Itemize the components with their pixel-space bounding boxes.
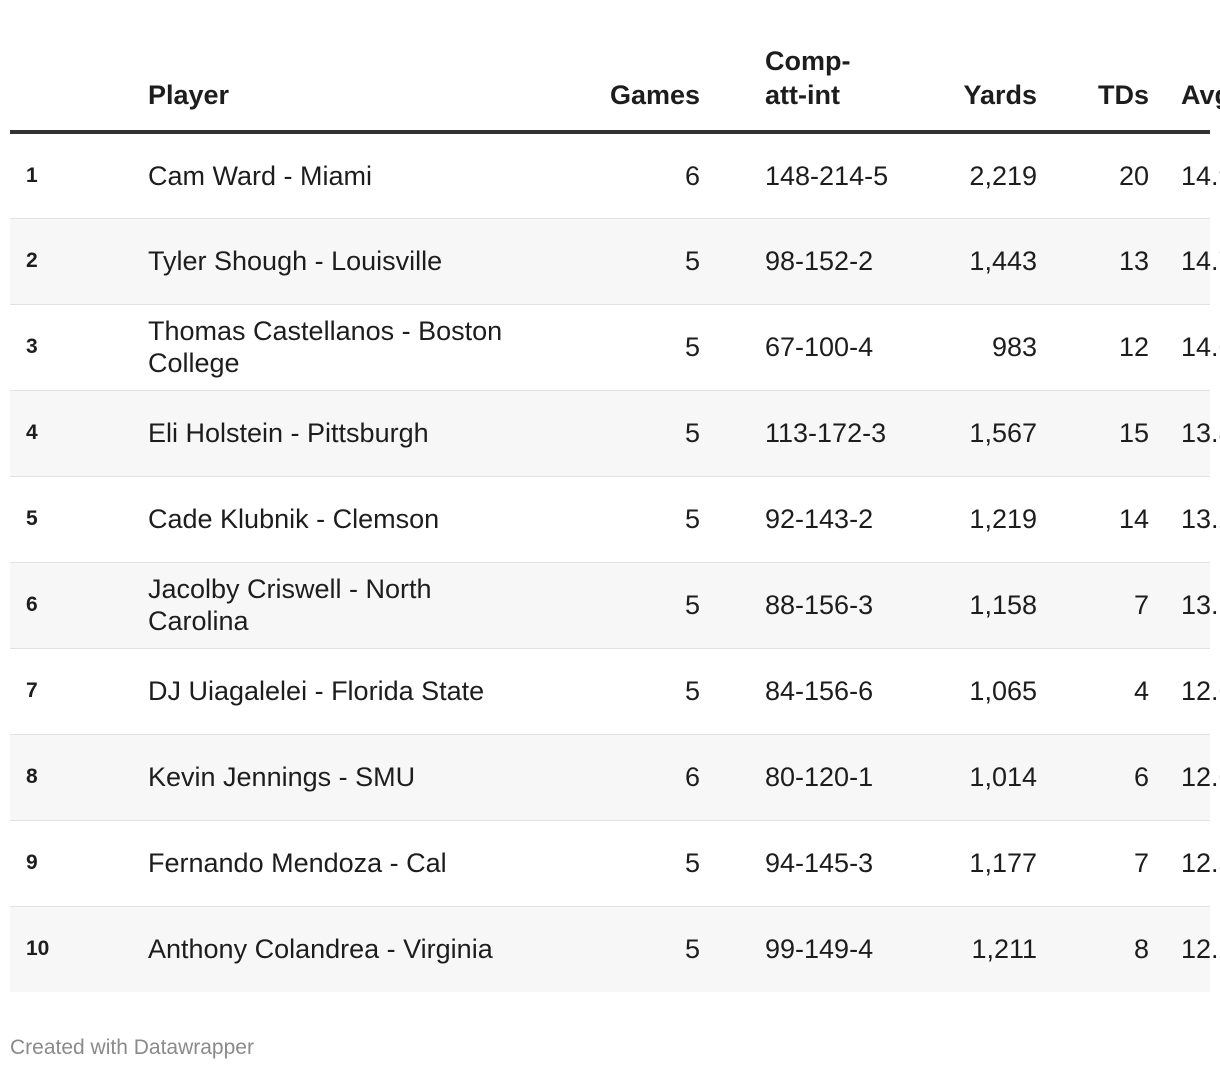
cell-games: 5 [564, 218, 716, 305]
cell-comp-att-int: 84-156-6 [716, 648, 901, 735]
cell-avg-per-completion: 13.16 [1165, 562, 1220, 649]
cell-avg-per-completion: 13.87 [1165, 390, 1220, 477]
table-header: Player Games Comp-att-int Yards TDs Avg/… [10, 36, 1220, 134]
cell-yards: 2,219 [901, 132, 1053, 219]
table-row: 3 Thomas Castellanos - Boston College 5 67-… [10, 304, 1220, 391]
table-row: 2 Tyler Shough - Louisville 5 98-152-2 1,443… [10, 218, 1220, 305]
cell-yards: 1,014 [901, 734, 1053, 821]
cell-comp-att-int: 99-149-4 [765, 934, 874, 965]
column-header-avg-per-completion: Avg/c [1165, 36, 1220, 134]
cell-avg-per-completion: 12.68 [1165, 648, 1220, 735]
cell-games: 5 [564, 648, 716, 735]
cell-rank: 1 [10, 132, 116, 219]
cell-tds: 8 [1133, 934, 1149, 965]
cell-avg-per-completion: 14.67 [1165, 304, 1220, 391]
column-header-games: Games [564, 36, 716, 134]
cell-rank: 7 [10, 648, 116, 735]
cell-tds: 13 [1053, 218, 1165, 305]
cell-tds: 12 [1053, 304, 1165, 391]
cell-avg-per-completion: 13.25 [1165, 476, 1220, 563]
cell-rank: 4 [10, 390, 116, 477]
cell-player: Cam Ward - Miami [116, 132, 564, 219]
cell-tds: 20 [1053, 132, 1165, 219]
cell-comp-att-int: 113-172-3 [716, 390, 901, 477]
cell-rank: 6 [10, 562, 116, 649]
column-header-player: Player [116, 36, 564, 134]
cell-games: 5 [564, 476, 716, 563]
cell-player: Kevin Jennings - SMU [116, 734, 564, 821]
cell-player: Thomas Castellanos - Boston College [116, 304, 564, 391]
cell-comp-att-int: 92-143-2 [716, 476, 901, 563]
datawrapper-credit: Created with Datawrapper [10, 1036, 254, 1059]
cell-yards: 1,219 [901, 476, 1053, 563]
cell-comp-att-int: 88-156-3 [716, 562, 901, 649]
cell-avg-per-completion: 12.23 [1181, 934, 1220, 965]
table-row: 4 Eli Holstein - Pittsburgh 5 113-172-3 1,56… [10, 390, 1220, 477]
cell-rank: 5 [10, 476, 116, 563]
cell-rank: 8 [10, 734, 116, 821]
cell-games: 5 [564, 390, 716, 477]
table-row: 5 Cade Klubnik - Clemson 5 92-143-2 1,219 14 1… [10, 476, 1220, 563]
column-header-tds: TDs [1053, 36, 1165, 134]
cell-comp-att-int: 148-214-5 [716, 132, 901, 219]
cell-rank: 10 [26, 937, 50, 961]
passing-stats-table: Player Games Comp-att-int Yards TDs Avg/… [10, 36, 1220, 992]
cell-games: 6 [564, 132, 716, 219]
cell-player: Tyler Shough - Louisville [116, 218, 564, 305]
cell-games: 5 [564, 820, 716, 907]
cell-comp-att-int: 67-100-4 [716, 304, 901, 391]
cell-tds: 15 [1053, 390, 1165, 477]
cell-avg-per-completion: 14.99 [1165, 132, 1220, 219]
cell-avg-per-completion: 14.72 [1165, 218, 1220, 305]
cell-player: Cade Klubnik - Clemson [116, 476, 564, 563]
cell-comp-att-int: 94-145-3 [716, 820, 901, 907]
cell-yards: 1,177 [901, 820, 1053, 907]
cell-games: 5 [684, 934, 700, 965]
cell-avg-per-completion: 12.52 [1165, 820, 1220, 907]
cell-yards: 1,443 [901, 218, 1053, 305]
cell-tds: 4 [1053, 648, 1165, 735]
table-row: 7 DJ Uiagalelei - Florida State 5 84-156-6 1… [10, 648, 1220, 735]
cell-yards: 1,065 [901, 648, 1053, 735]
column-header-yards: Yards [901, 36, 1053, 134]
cell-tds: 6 [1053, 734, 1165, 821]
cell-yards: 983 [901, 304, 1053, 391]
cell-player: Jacolby Criswell - North Carolina [116, 562, 564, 649]
cell-yards: 1,158 [901, 562, 1053, 649]
cell-comp-att-int: 80-120-1 [716, 734, 901, 821]
table-row: 10 Anthony Colandrea - Virginia 5 99-149-4 1… [10, 906, 1220, 992]
column-header-rank [10, 36, 116, 134]
cell-games: 6 [564, 734, 716, 821]
stats-table-container: Player Games Comp-att-int Yards TDs Avg/… [10, 36, 1220, 992]
cell-yards: 1,211 [971, 934, 1037, 965]
cell-player: Eli Holstein - Pittsburgh [116, 390, 564, 477]
cell-tds: 14 [1053, 476, 1165, 563]
header-row: Player Games Comp-att-int Yards TDs Avg/… [10, 36, 1220, 134]
cell-avg-per-completion: 12.68 [1165, 734, 1220, 821]
cell-rank: 3 [10, 304, 116, 391]
cell-yards: 1,567 [901, 390, 1053, 477]
cell-games: 5 [564, 562, 716, 649]
cell-comp-att-int: 98-152-2 [716, 218, 901, 305]
cell-player: Anthony Colandrea - Virginia [148, 934, 493, 965]
column-header-comp-att-int: Comp-att-int [716, 36, 901, 134]
cell-tds: 7 [1053, 562, 1165, 649]
cell-player: Fernando Mendoza - Cal [116, 820, 564, 907]
cell-rank: 2 [10, 218, 116, 305]
cell-tds: 7 [1053, 820, 1165, 907]
cell-rank: 9 [10, 820, 116, 907]
table-row: 9 Fernando Mendoza - Cal 5 94-145-3 1,177 7 12… [10, 820, 1220, 907]
cell-games: 5 [564, 304, 716, 391]
table-row: 6 Jacolby Criswell - North Carolina 5 88-15… [10, 562, 1220, 649]
cell-player: DJ Uiagalelei - Florida State [116, 648, 564, 735]
